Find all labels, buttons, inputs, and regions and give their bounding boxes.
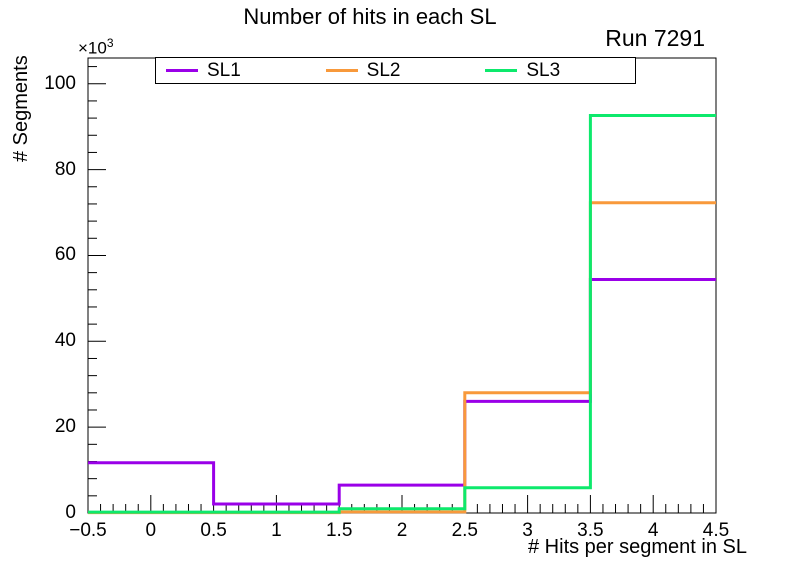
y-tick-label: 20 <box>54 416 76 438</box>
plot-frame <box>87 57 717 514</box>
x-tick-label: 2 <box>396 520 408 541</box>
x-tick-label: 3.5 <box>577 520 604 541</box>
x-axis-title: # Hits per segment in SL <box>528 536 747 558</box>
legend-item-sl2: SL2 <box>316 61 476 80</box>
run-annotation: Run 7291 <box>605 25 705 51</box>
y-tick-label: 100 <box>44 72 76 94</box>
x-tick-label: 4.5 <box>702 520 730 541</box>
x-tick-label: 2.5 <box>451 520 478 541</box>
legend: SL1 SL2 SL3 <box>155 57 636 84</box>
histogram-sl3 <box>88 114 716 514</box>
legend-line-sample <box>166 69 198 72</box>
y-axis-exponent-base: ×10 <box>78 38 107 58</box>
x-tick-label: 1.5 <box>325 520 353 541</box>
y-tick-label: 40 <box>54 330 76 352</box>
y-axis-exponent: ×103 <box>78 36 114 59</box>
y-tick-label: 60 <box>54 244 76 266</box>
legend-item-sl3: SL3 <box>475 61 635 80</box>
x-tick-label: 4 <box>647 520 659 541</box>
histogram-sl2 <box>88 201 716 515</box>
legend-label: SL1 <box>207 60 241 81</box>
x-tick-label: 3 <box>522 520 533 541</box>
x-tick-label: 0 <box>145 520 157 541</box>
x-tick-label: 0.5 <box>200 520 227 541</box>
y-tick-label: 80 <box>54 158 76 180</box>
x-tick-label: −0.5 <box>69 520 107 541</box>
x-tick-label: 1 <box>271 520 282 541</box>
y-axis-exponent-power: 3 <box>106 36 114 50</box>
legend-item-sl1: SL1 <box>156 61 316 80</box>
chart-title: Number of hits in each SL <box>243 4 497 29</box>
legend-line-sample <box>325 69 358 72</box>
y-tick-label: 0 <box>65 502 76 523</box>
histogram-sl1 <box>88 278 716 506</box>
legend-line-sample <box>485 69 518 72</box>
legend-label: SL2 <box>366 60 401 81</box>
legend-label: SL3 <box>526 60 561 81</box>
